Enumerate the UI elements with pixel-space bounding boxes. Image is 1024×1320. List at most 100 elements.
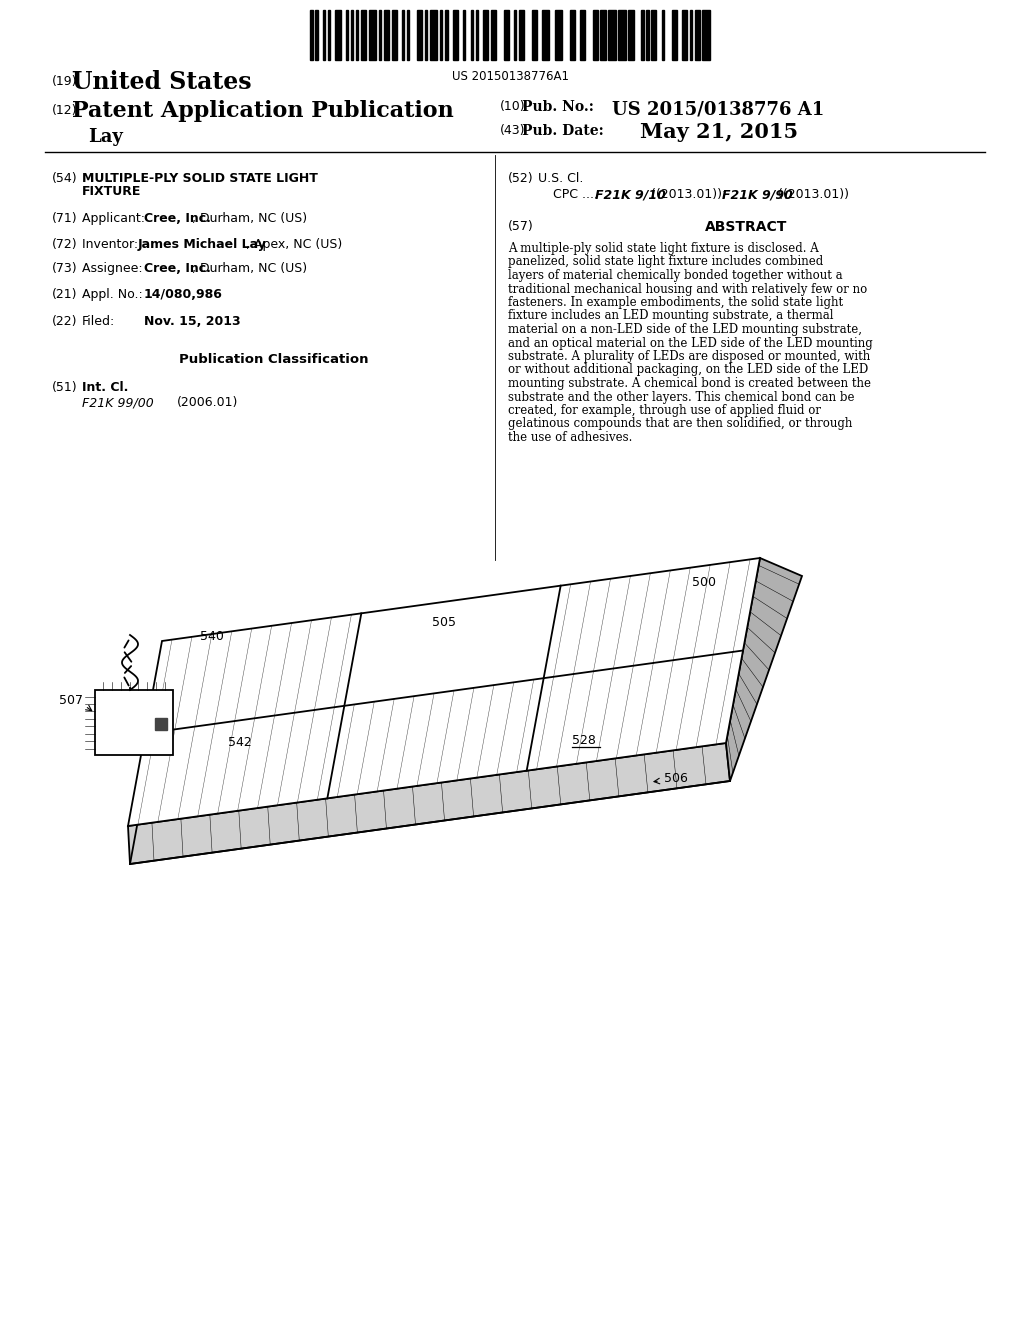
Bar [682,11,687,59]
Text: 542: 542 [228,737,252,750]
Bar [351,11,353,59]
Text: , Apex, NC (US): , Apex, NC (US) [246,238,342,251]
Bar [356,11,358,59]
Text: (19): (19) [52,75,78,88]
Text: Cree, Inc.: Cree, Inc. [144,261,211,275]
Text: Filed:: Filed: [82,315,116,327]
Bar [531,11,537,59]
Text: substrate. A plurality of LEDs are disposed or mounted, with: substrate. A plurality of LEDs are dispo… [508,350,870,363]
Bar [401,11,404,59]
Text: FIXTURE: FIXTURE [82,185,141,198]
Text: United States: United States [72,70,252,94]
Text: created, for example, through use of applied fluid or: created, for example, through use of app… [508,404,821,417]
Text: (51): (51) [52,381,78,393]
Bar [542,11,550,59]
Text: (43): (43) [500,124,525,137]
Bar [580,11,585,59]
Text: (2006.01): (2006.01) [177,396,239,409]
Polygon shape [128,558,760,826]
Text: (57): (57) [508,220,534,234]
Text: and an optical material on the LED side of the LED mounting: and an optical material on the LED side … [508,337,872,350]
Bar [425,11,427,59]
Bar [475,11,478,59]
Bar [600,11,605,59]
Text: (73): (73) [52,261,78,275]
Text: , Durham, NC (US): , Durham, NC (US) [193,261,307,275]
Text: or without additional packaging, on the LED side of the LED: or without additional packaging, on the … [508,363,868,376]
Bar [483,11,488,59]
Text: Appl. No.:: Appl. No.: [82,288,146,301]
Bar [463,11,466,59]
Bar [430,11,437,59]
Text: Publication Classification: Publication Classification [179,352,369,366]
Text: 540: 540 [200,630,224,643]
Bar [323,11,326,59]
Bar [470,11,473,59]
Text: F21K 9/90: F21K 9/90 [722,187,793,201]
Text: US 20150138776A1: US 20150138776A1 [452,70,568,83]
Bar [346,11,348,59]
Bar [417,11,422,59]
Text: Pub. Date:: Pub. Date: [522,124,604,139]
Text: Assignee:: Assignee: [82,261,146,275]
Text: (72): (72) [52,238,78,251]
Text: (12): (12) [52,104,78,117]
Text: (52): (52) [508,172,534,185]
Text: ((2013.01));: ((2013.01)); [647,187,730,201]
Text: US 2015/0138776 A1: US 2015/0138776 A1 [612,100,824,117]
Bar [407,11,410,59]
Text: May 21, 2015: May 21, 2015 [640,121,798,143]
Text: ((2013.01)): ((2013.01)) [774,187,849,201]
Text: 507: 507 [59,693,83,706]
Bar [369,11,376,59]
Bar [618,11,626,59]
Bar [608,11,615,59]
Bar [504,11,509,59]
Text: CPC ....: CPC .... [553,187,602,201]
Bar [694,11,699,59]
Text: (21): (21) [52,288,78,301]
Text: 500: 500 [692,576,716,589]
Text: Applicant:: Applicant: [82,213,150,224]
Text: Lay: Lay [88,128,123,147]
Bar [379,11,381,59]
Text: (22): (22) [52,315,78,327]
Bar [662,11,665,59]
Bar [391,11,396,59]
Text: MULTIPLE-PLY SOLID STATE LIGHT: MULTIPLE-PLY SOLID STATE LIGHT [82,172,317,185]
Text: 14/080,986: 14/080,986 [144,288,223,301]
Bar [646,11,649,59]
Text: Inventor:: Inventor: [82,238,146,251]
Text: Patent Application Publication: Patent Application Publication [72,100,454,121]
Bar [490,11,496,59]
Bar [641,11,644,59]
Text: James Michael Lay: James Michael Lay [138,238,267,251]
Bar [702,11,710,59]
Text: (10): (10) [500,100,525,114]
Text: F21K 99/00: F21K 99/00 [82,396,154,409]
Text: material on a non-LED side of the LED mounting substrate,: material on a non-LED side of the LED mo… [508,323,862,337]
Bar [445,11,447,59]
Bar [453,11,458,59]
Text: 528: 528 [572,734,596,747]
Bar [315,11,317,59]
Text: traditional mechanical housing and with relatively few or no: traditional mechanical housing and with … [508,282,867,296]
Text: mounting substrate. A chemical bond is created between the: mounting substrate. A chemical bond is c… [508,378,871,389]
Bar [651,11,656,59]
Polygon shape [726,558,802,781]
Bar [155,718,167,730]
Text: gelatinous compounds that are then solidified, or through: gelatinous compounds that are then solid… [508,417,852,430]
Text: the use of adhesives.: the use of adhesives. [508,432,633,444]
Bar [336,11,341,59]
Text: fasteners. In example embodiments, the solid state light: fasteners. In example embodiments, the s… [508,296,843,309]
Bar [310,11,312,59]
Text: , Durham, NC (US): , Durham, NC (US) [193,213,307,224]
Text: Int. Cl.: Int. Cl. [82,381,128,393]
Text: panelized, solid state light fixture includes combined: panelized, solid state light fixture inc… [508,256,823,268]
Bar [514,11,516,59]
Bar [570,11,574,59]
Bar [328,11,331,59]
Text: (71): (71) [52,213,78,224]
Bar [629,11,634,59]
Bar [593,11,598,59]
